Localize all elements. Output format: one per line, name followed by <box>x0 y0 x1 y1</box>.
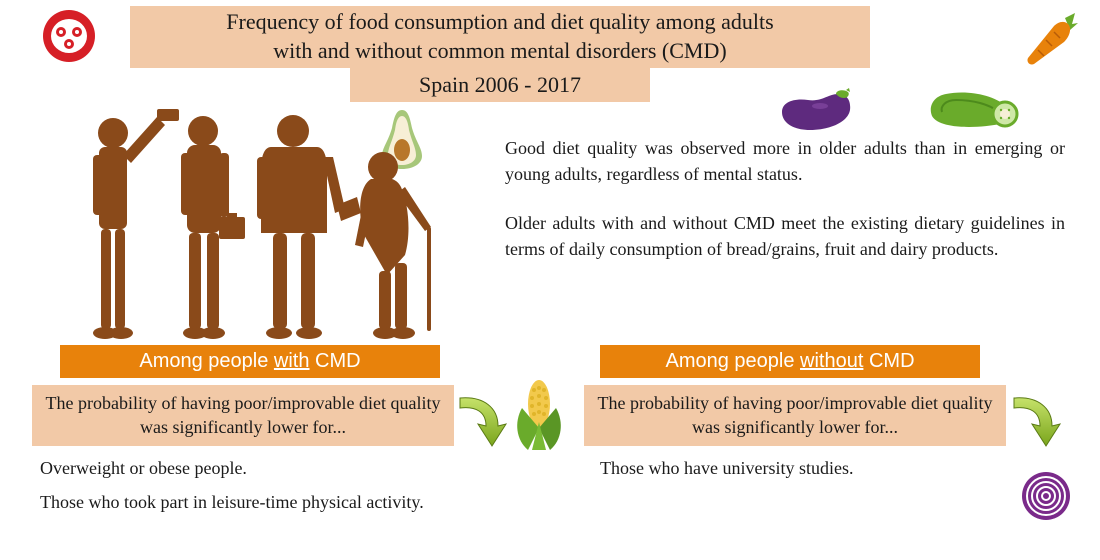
eggplant-icon <box>778 88 852 137</box>
subhead-with-cmd: The probability of having poor/improvabl… <box>32 385 454 446</box>
banner-without-u: without <box>800 350 863 372</box>
subhead-with-text: The probability of having poor/improvabl… <box>46 393 441 437</box>
banner-with-cmd: Among people with CMD <box>60 345 440 378</box>
title-line1: Frequency of food consumption and diet q… <box>226 9 773 34</box>
banner-with-pre: Among people <box>139 350 274 372</box>
paragraph-2: Older adults with and without CMD meet t… <box>505 210 1065 262</box>
title-sub-banner: Spain 2006 - 2017 <box>350 68 650 102</box>
banner-with-u: with <box>274 350 310 372</box>
onion-icon <box>1020 470 1072 527</box>
subhead-without-cmd: The probability of having poor/improvabl… <box>584 385 1006 446</box>
cucumber-icon <box>920 86 1020 139</box>
carrot-icon <box>1020 10 1080 75</box>
corn-icon <box>508 378 570 457</box>
with-bullet-1: Overweight or obese people. <box>40 458 247 479</box>
without-bullet-1: Those who have university studies. <box>600 458 853 479</box>
paragraph-1: Good diet quality was observed more in o… <box>505 135 1065 187</box>
people-silhouettes <box>65 105 465 340</box>
title-main-banner: Frequency of food consumption and diet q… <box>130 6 870 68</box>
with-bullet-2: Those who took part in leisure-time phys… <box>40 492 424 513</box>
banner-without-pre: Among people <box>665 350 800 372</box>
banner-without-post: CMD <box>863 350 914 372</box>
title-line2: with and without common mental disorders… <box>273 38 726 63</box>
arrow-down-icon-right <box>1008 392 1062 455</box>
subhead-without-text: The probability of having poor/improvabl… <box>598 393 993 437</box>
tomato-icon <box>40 6 98 69</box>
title-sub: Spain 2006 - 2017 <box>419 72 581 97</box>
banner-without-cmd: Among people without CMD <box>600 345 980 378</box>
banner-with-post: CMD <box>310 350 361 372</box>
arrow-down-icon-left <box>454 392 508 455</box>
